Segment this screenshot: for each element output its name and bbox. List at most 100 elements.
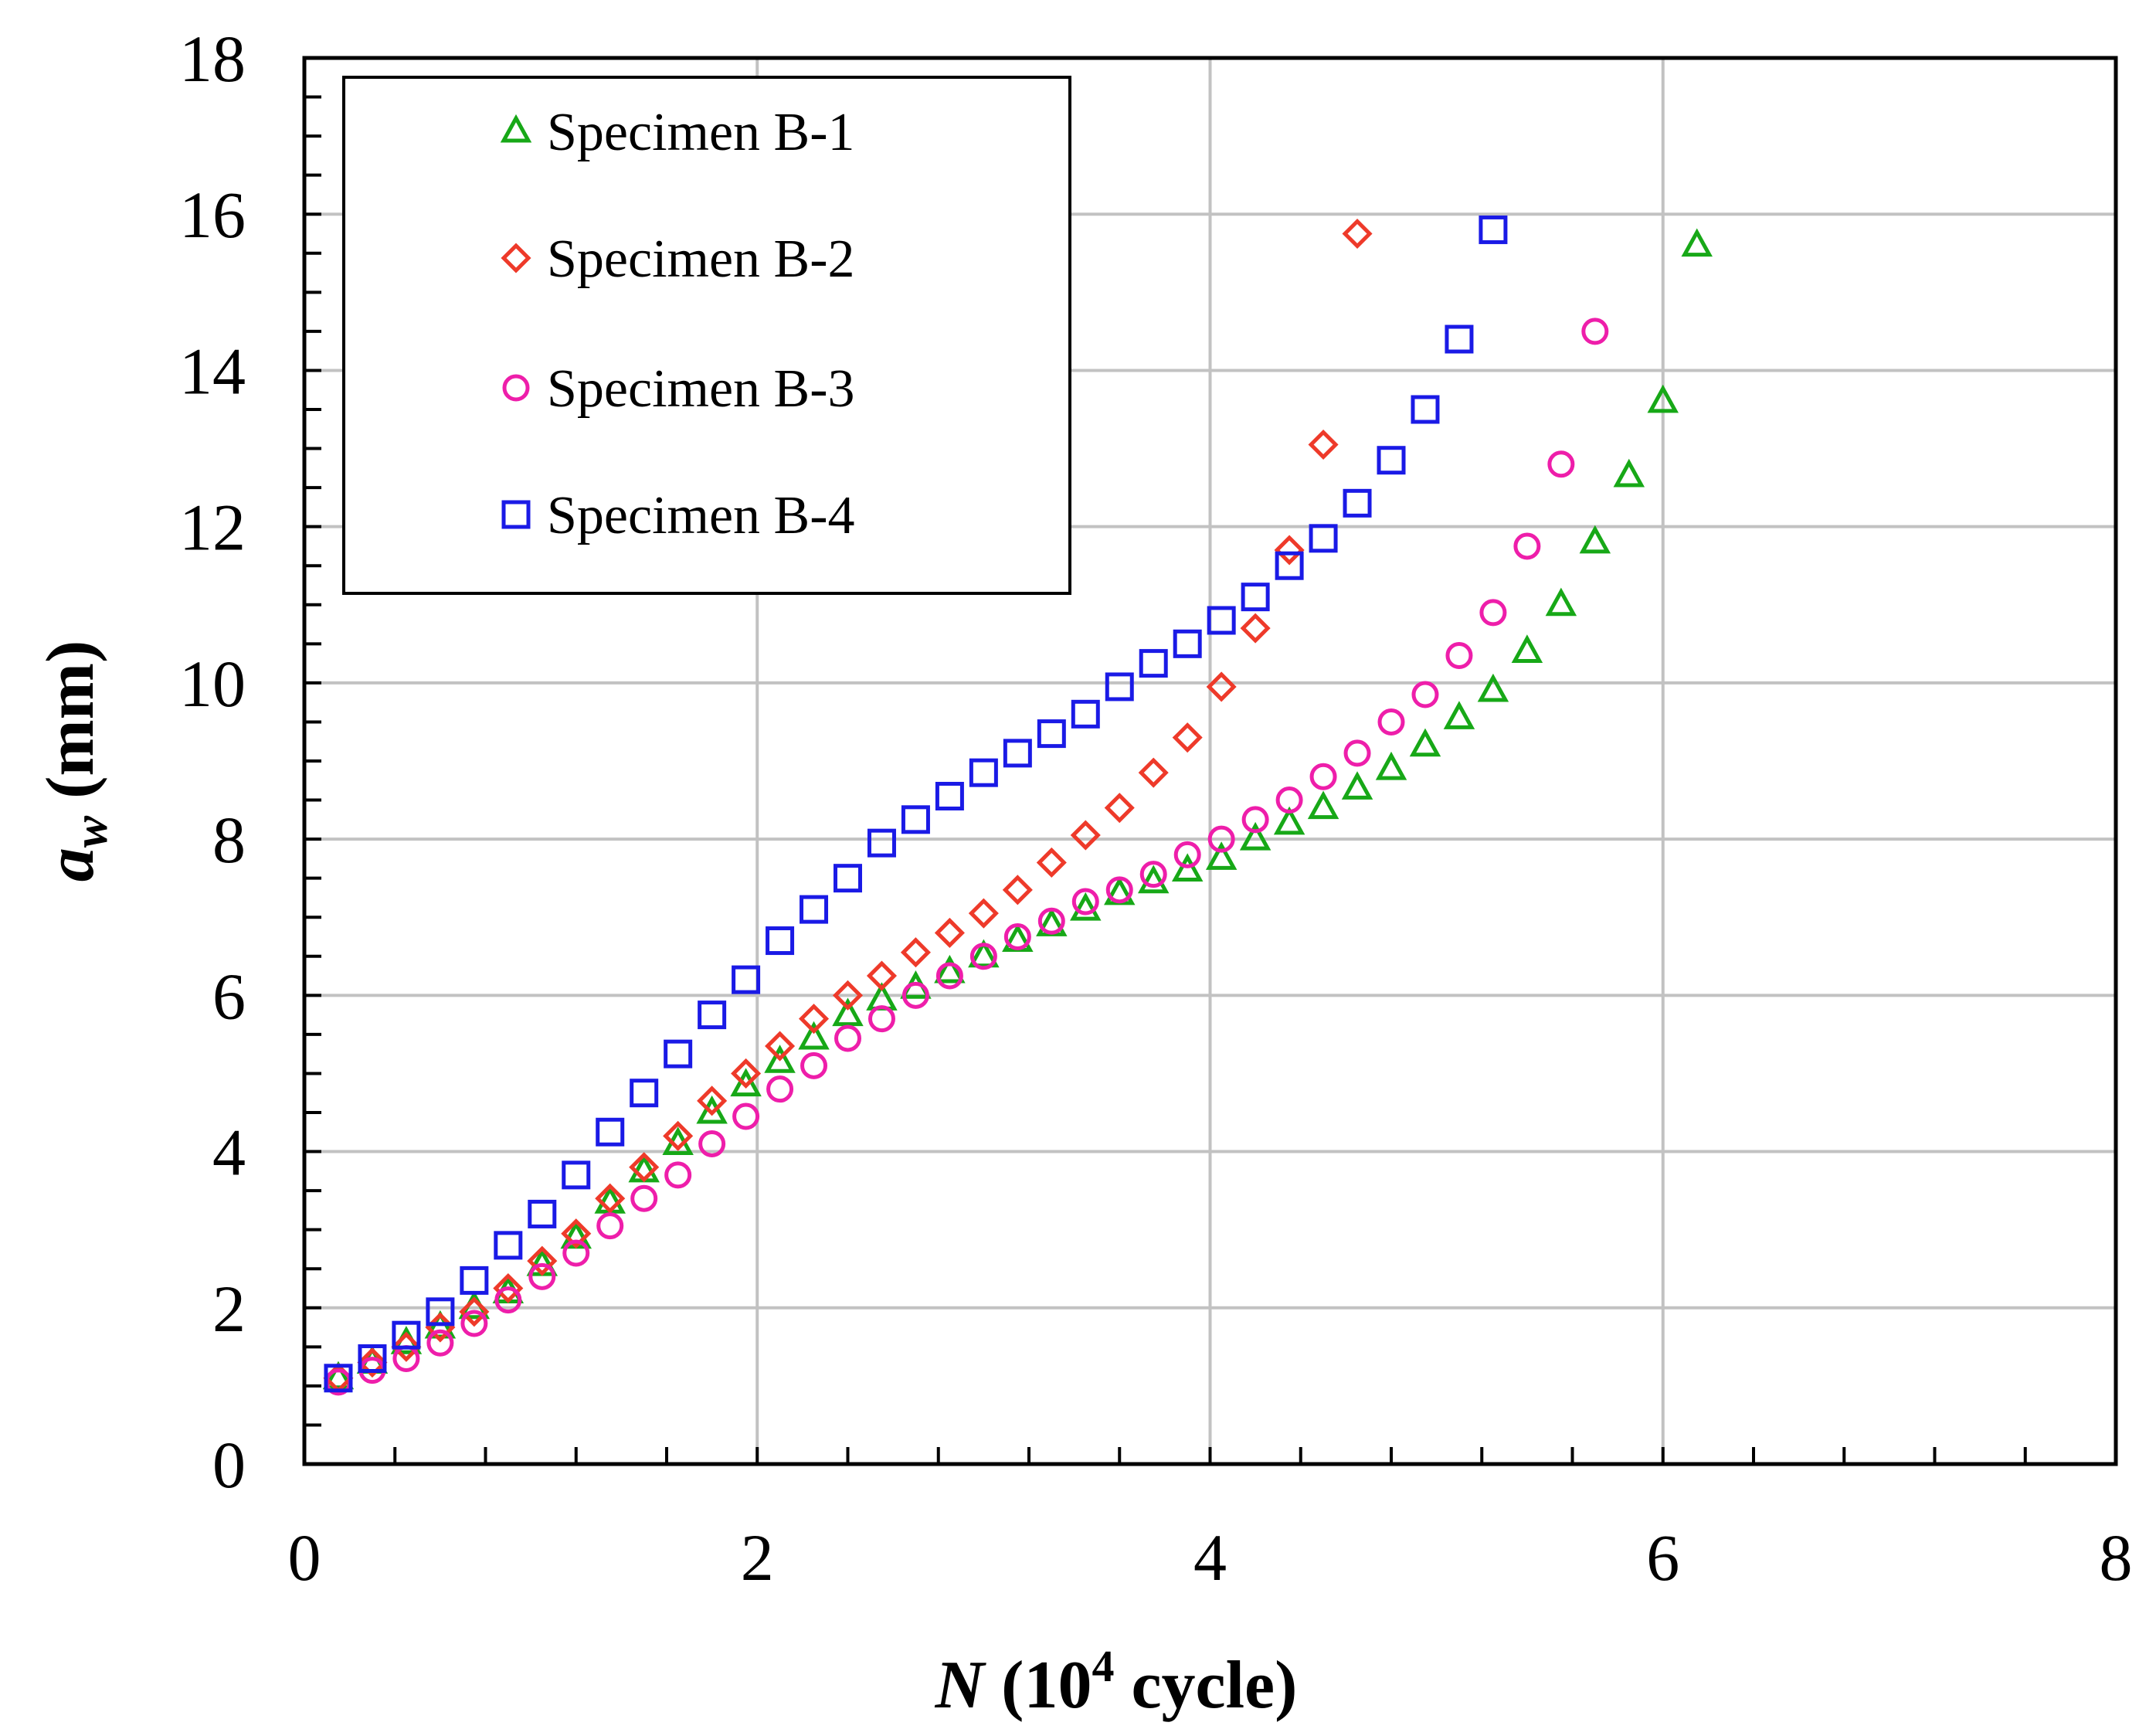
data-point (358, 1344, 387, 1373)
data-point (1241, 583, 1270, 612)
data-point (901, 805, 930, 834)
data-point (901, 981, 929, 1009)
y-tick-label: 0 (212, 1428, 246, 1502)
data-point (1545, 587, 1577, 617)
y-axis-var: a (33, 848, 108, 882)
data-point (1513, 532, 1541, 560)
data-point (595, 1183, 626, 1214)
series-specimen-b-2 (323, 218, 1373, 1394)
x-axis-var: N (935, 1648, 987, 1723)
data-point (732, 965, 761, 994)
data-point (1070, 820, 1101, 851)
data-point (527, 1245, 558, 1276)
legend: Specimen B-1 Specimen B-2 Specimen B-3 Spec… (342, 76, 1071, 595)
data-point (1343, 739, 1371, 767)
data-point (832, 980, 864, 1011)
x-axis-sup: 4 (1092, 1641, 1114, 1691)
data-point (1105, 672, 1134, 702)
x-tick-labels: 0 2 4 6 8 (288, 1520, 2133, 1595)
x-axis-pre: (10 (984, 1648, 1092, 1723)
data-point (1342, 218, 1373, 250)
data-point (1036, 847, 1067, 878)
legend-item: Specimen B-2 (501, 229, 855, 289)
data-point (1205, 841, 1238, 870)
data-point (596, 1117, 625, 1147)
data-point (730, 1068, 762, 1097)
minor-ticks (304, 95, 2027, 1464)
data-point (1173, 841, 1201, 868)
data-point (1207, 606, 1236, 635)
legend-marker (500, 114, 532, 143)
data-point (1511, 634, 1543, 663)
data-point (493, 1272, 524, 1304)
series-specimen-b-4 (324, 215, 1508, 1393)
data-point (765, 1031, 796, 1062)
data-point (1137, 865, 1170, 894)
data-point (1241, 806, 1269, 834)
data-point (630, 1079, 659, 1108)
data-point (1138, 757, 1169, 788)
data-point (696, 1095, 728, 1124)
data-point (698, 1000, 727, 1030)
data-point (1445, 642, 1473, 669)
legend-label: Specimen B-3 (547, 359, 855, 419)
data-point (1173, 629, 1202, 658)
x-tick-label: 6 (1646, 1520, 1679, 1595)
data-point (834, 1024, 861, 1052)
data-point (900, 937, 931, 968)
data-point (969, 758, 998, 787)
data-point (1477, 673, 1509, 702)
legend-marker (501, 500, 531, 529)
x-axis-title: N (104 cycle) (935, 1641, 1298, 1723)
data-point (1275, 551, 1304, 580)
y-tick-label: 18 (179, 22, 246, 96)
data-point (528, 1199, 557, 1228)
data-point (1681, 228, 1713, 257)
data-point (1273, 806, 1305, 835)
x-tick-label: 2 (741, 1520, 774, 1595)
x-tick-label: 8 (2100, 1520, 2133, 1595)
data-point (562, 1239, 590, 1267)
legend-item: Specimen B-4 (501, 486, 855, 545)
data-point (1308, 429, 1339, 460)
data-point (934, 954, 966, 984)
data-point (832, 997, 864, 1027)
y-tick-label: 12 (179, 491, 246, 565)
data-point (1443, 701, 1475, 729)
legend-box (342, 76, 1071, 595)
data-point (391, 1331, 422, 1362)
data-point (1171, 853, 1204, 882)
data-point (866, 960, 898, 991)
data-point (934, 917, 965, 948)
data-point (800, 895, 829, 924)
legend-item: Specimen B-3 (502, 359, 855, 419)
data-point (528, 1262, 556, 1290)
legend-item: Specimen B-1 (500, 103, 855, 162)
y-tick-label: 10 (179, 647, 246, 721)
data-point (629, 1152, 660, 1183)
data-point (1207, 825, 1235, 853)
data-point (494, 1286, 522, 1314)
data-point (460, 1265, 489, 1295)
data-point (1411, 681, 1439, 708)
data-point (834, 864, 862, 893)
y-tick-label: 14 (179, 334, 246, 408)
data-point (798, 1004, 830, 1034)
data-point (630, 1184, 658, 1212)
data-point (1002, 875, 1033, 905)
data-point (1547, 450, 1575, 478)
data-point (1581, 318, 1609, 345)
data-point (1341, 771, 1373, 800)
legend-label: Specimen B-4 (547, 486, 855, 545)
y-tick-label: 4 (212, 1116, 246, 1190)
data-point (800, 1051, 828, 1079)
data-point (935, 782, 964, 810)
x-tick-label: 0 (288, 1520, 321, 1595)
y-axis-unit: (mm) (33, 640, 108, 816)
data-point (1037, 907, 1065, 935)
data-point (1343, 488, 1372, 518)
data-point (1411, 395, 1440, 424)
data-point (732, 1102, 760, 1130)
data-point (731, 1058, 762, 1089)
